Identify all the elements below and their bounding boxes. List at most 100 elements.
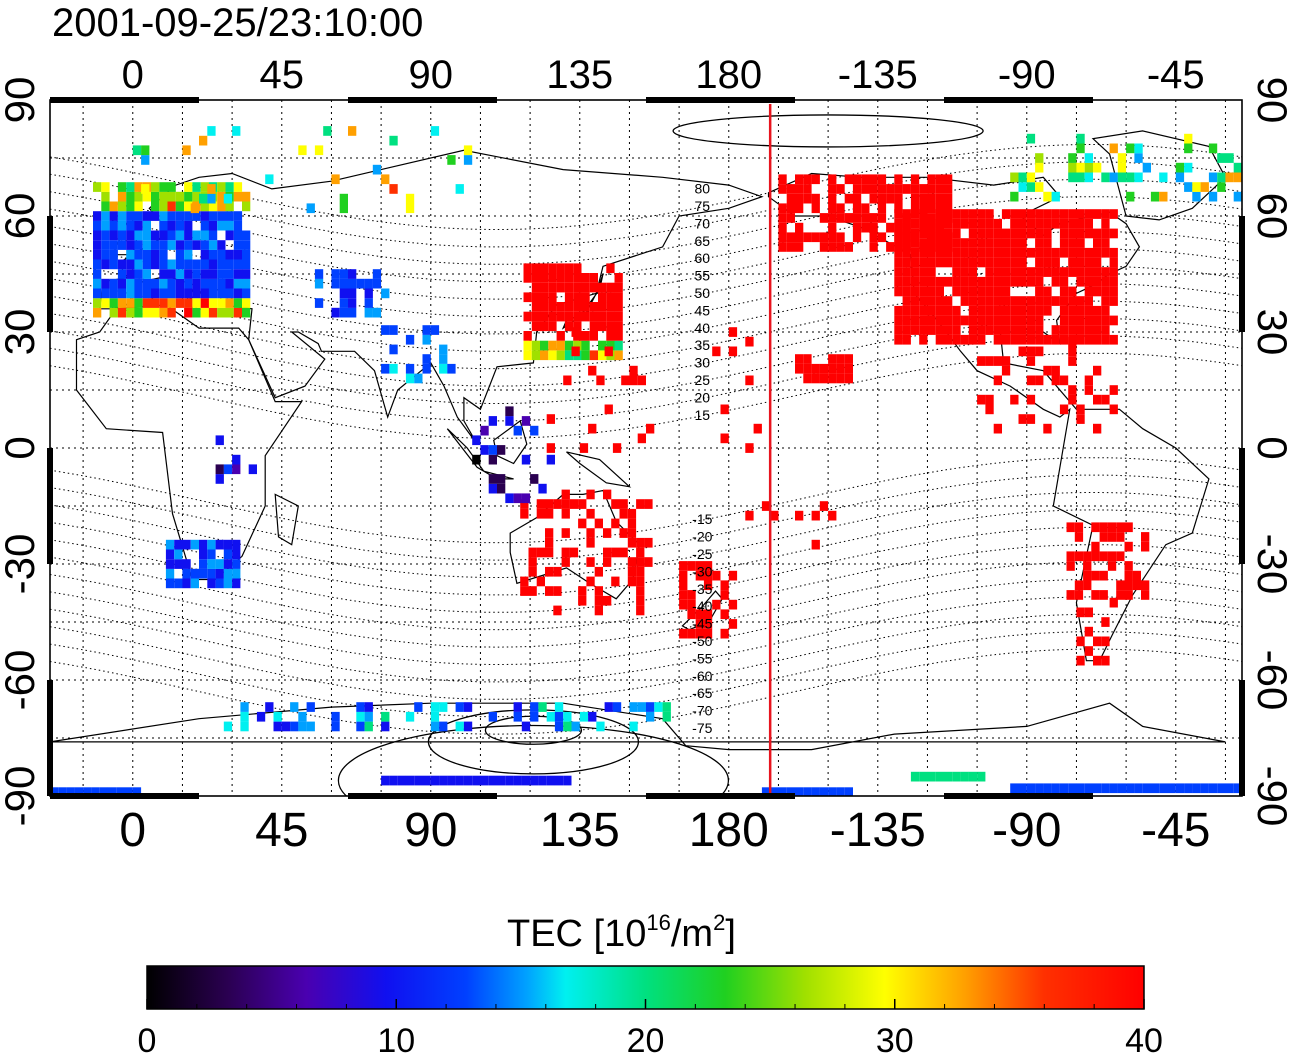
tec-cell-alaska xyxy=(927,193,936,204)
tec-cell-north-america xyxy=(935,325,944,335)
tec-cell-europe xyxy=(208,278,218,289)
tec-cell-japan xyxy=(564,282,574,293)
tec-cell-alaska xyxy=(786,203,795,214)
tec-cell-antarctic-coast xyxy=(455,721,464,732)
tec-cell-australia xyxy=(627,528,637,538)
tec-cell-central-america xyxy=(1026,394,1036,405)
tec-cell-europe xyxy=(142,230,151,241)
tec-cell-europe xyxy=(192,288,201,299)
tec-cell-north-america xyxy=(894,228,903,239)
tec-cell-alaska xyxy=(894,193,903,204)
tec-cell-north-america xyxy=(1018,209,1027,219)
tec-cell-north-america xyxy=(952,325,961,335)
tec-cell-europe xyxy=(134,307,143,318)
tec-cell-europe xyxy=(151,230,160,241)
tec-cell-north-america xyxy=(1001,247,1011,258)
tec-cell-australia xyxy=(578,518,587,529)
tec-cell-south-america xyxy=(1141,590,1150,600)
tec-cell-alaska xyxy=(786,232,795,243)
tec-cell-new-zealand xyxy=(687,609,696,620)
tec-cell-alaska xyxy=(944,193,953,204)
tec-cell-japan xyxy=(540,321,549,332)
tec-cell-australia xyxy=(636,537,645,548)
tec-cell-europe xyxy=(93,307,102,318)
tec-cell-europe xyxy=(151,191,160,202)
tec-cell-antarctic-band xyxy=(1159,783,1168,794)
tec-cell-north-america xyxy=(952,276,961,287)
tec-cell-north-america xyxy=(1059,238,1069,248)
tec-cell-europe xyxy=(192,259,201,270)
frame-tick-right xyxy=(1239,216,1245,332)
tec-cell-new-zealand xyxy=(728,599,738,610)
tec-cell-asia xyxy=(314,269,324,279)
tec-cell-europe xyxy=(126,240,135,250)
tec-cell-north-america xyxy=(902,267,911,277)
tec-cell-japan xyxy=(598,311,607,322)
tec-cell-new-zealand xyxy=(679,570,688,581)
tec-cell-japan xyxy=(573,263,582,274)
tec-cell-europe xyxy=(142,269,151,279)
tec-cell-south-america xyxy=(1099,551,1108,562)
tec-cell-antarctic-coast xyxy=(629,721,638,732)
contour-line xyxy=(50,457,1242,544)
tec-cell-greenland xyxy=(1233,191,1242,202)
tec-cell-antarctic-band xyxy=(107,787,117,796)
tec-cell-india xyxy=(439,344,448,355)
tec-cell-japan xyxy=(556,350,565,361)
tec-cell-north-america xyxy=(1109,247,1118,258)
tec-cell-japan xyxy=(614,273,623,283)
tec-cell-north-america xyxy=(1035,305,1044,316)
tec-cell-australia xyxy=(636,586,645,596)
tec-cell-north-america xyxy=(993,238,1002,248)
tec-cell-north-america xyxy=(1001,286,1011,297)
tec-cell-europe xyxy=(175,191,185,202)
tec-cell-east-africa xyxy=(232,454,241,465)
tec-cell-pacific-south xyxy=(761,501,771,511)
tec-cell-south-africa xyxy=(232,539,241,550)
tec-cell-europe xyxy=(167,288,176,299)
tec-cell-north-america xyxy=(952,267,961,277)
tec-cell-south-africa xyxy=(190,568,199,579)
tec-cell-europe xyxy=(126,298,135,308)
tec-cell-north-america xyxy=(1068,257,1077,268)
tec-cell-south-africa xyxy=(223,578,233,589)
tec-cell-arctic xyxy=(141,184,150,194)
tec-cell-north-america xyxy=(985,305,994,316)
tec-cell-australia xyxy=(561,489,570,500)
tec-cell-north-america xyxy=(1043,286,1052,297)
tec-cell-europe xyxy=(142,240,151,250)
tec-cell-north-america xyxy=(1001,276,1011,287)
tec-cell-antarctic-band xyxy=(977,771,986,782)
tec-cell-australia xyxy=(545,508,554,519)
tec-cell-south-america xyxy=(1091,551,1100,562)
tec-cell-north-america xyxy=(968,238,978,248)
tec-cell-europe xyxy=(134,240,143,250)
tec-cell-south-africa xyxy=(207,549,216,560)
tec-cell-europe xyxy=(167,230,176,241)
tec-cell-greenland xyxy=(1035,182,1044,192)
tec-cell-new-zealand xyxy=(703,570,713,581)
tec-cell-south-africa xyxy=(215,578,224,589)
tec-cell-europe xyxy=(200,240,209,250)
tec-cell-arctic xyxy=(306,203,315,214)
contour-line xyxy=(50,317,1242,405)
tec-cell-europe xyxy=(200,220,209,231)
tec-cell-north-america xyxy=(927,315,936,326)
tec-cell-north-america xyxy=(927,296,936,306)
tec-cell-japan xyxy=(548,282,557,293)
tec-cell-north-america xyxy=(1001,228,1011,239)
tec-cell-south-africa xyxy=(199,539,208,550)
tec-cell-australia xyxy=(627,508,637,519)
tec-cell-north-america xyxy=(993,305,1002,316)
tec-cell-australia xyxy=(561,557,570,567)
tec-cell-europe xyxy=(167,298,176,308)
tec-cell-north-america xyxy=(1043,209,1052,219)
tec-cell-europe xyxy=(151,259,160,270)
tec-cell-antarctic-band xyxy=(1043,783,1052,794)
contour-line xyxy=(50,561,1242,648)
tec-cell-europe xyxy=(242,249,251,260)
tec-cell-antarctic-band xyxy=(521,775,531,786)
tec-cell-europe xyxy=(200,249,209,260)
tec-cell-greenland xyxy=(1076,162,1085,173)
tec-cell-antarctic-band xyxy=(1150,783,1160,794)
